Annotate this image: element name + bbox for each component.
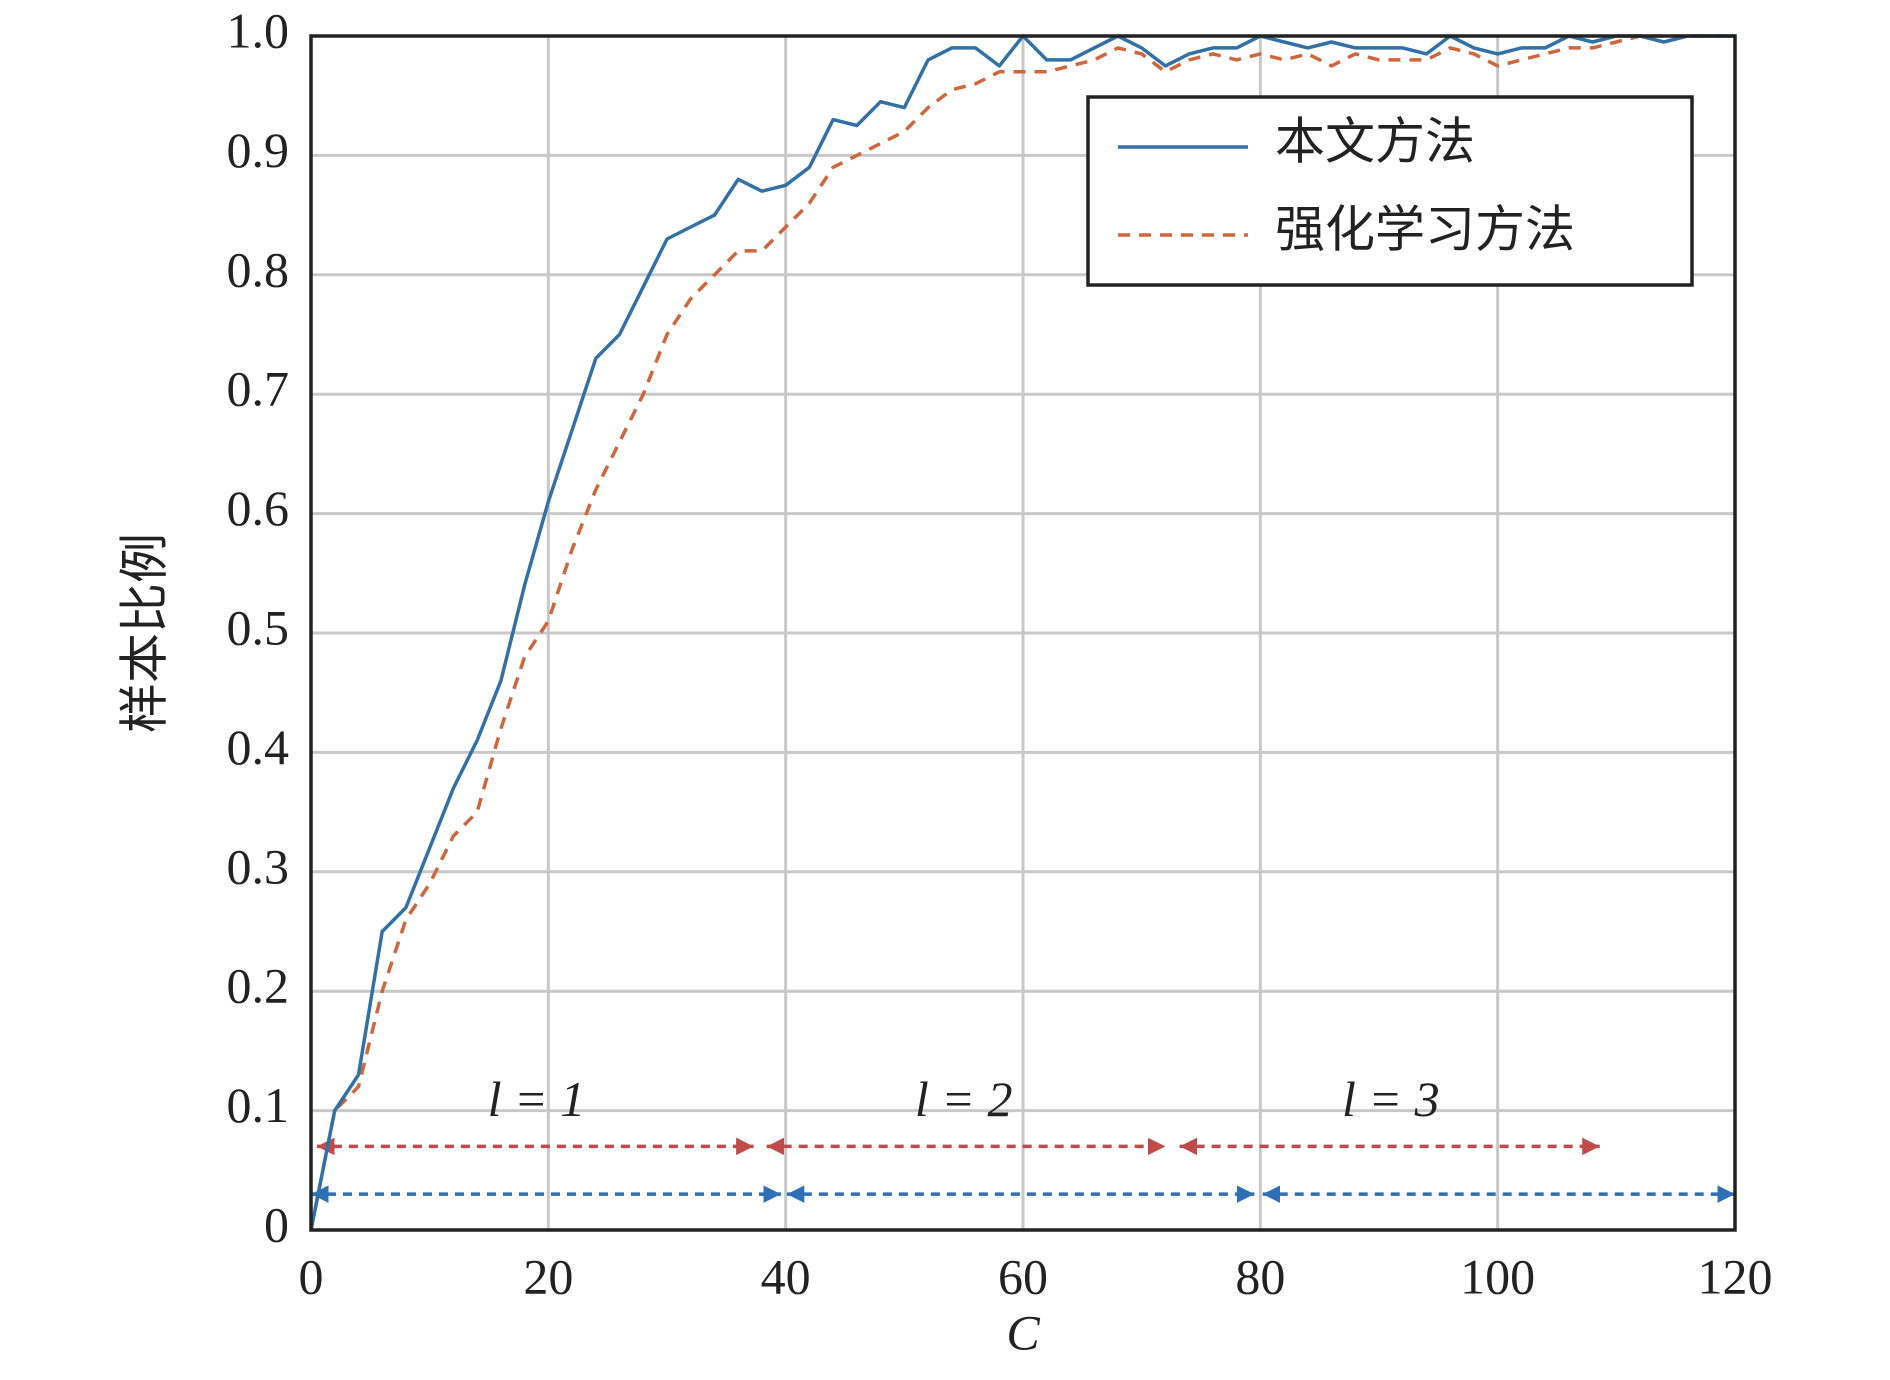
legend-label: 本文方法 xyxy=(1275,113,1475,169)
x-tick-label: 120 xyxy=(1698,1248,1773,1304)
plot-frame xyxy=(309,34,1737,1232)
y-tick-label: 0.3 xyxy=(227,838,290,894)
legend-label: 强化学习方法 xyxy=(1275,201,1575,257)
y-tick-label: 0.7 xyxy=(227,361,290,417)
legend-box xyxy=(1086,95,1694,287)
x-tick-label: 20 xyxy=(523,1248,573,1304)
series-line xyxy=(309,34,1735,1231)
x-tick-label: 100 xyxy=(1460,1248,1535,1304)
y-tick-label: 0.6 xyxy=(227,480,290,536)
y-tick-label: 0 xyxy=(264,1196,289,1252)
y-tick-label: 0.1 xyxy=(227,1077,290,1133)
y-tick-label: 0.5 xyxy=(227,599,290,655)
y-tick-label: 0.2 xyxy=(227,958,290,1014)
y-tick-label: 0.9 xyxy=(227,122,290,178)
x-tick-label: 80 xyxy=(1235,1248,1285,1304)
y-tick-label: 0.8 xyxy=(227,241,290,297)
level-label: l = 3 xyxy=(1342,1071,1440,1127)
y-tick-label: 0.4 xyxy=(227,719,290,775)
y-axis-title: 样本比例 xyxy=(116,533,172,733)
level-label: l = 2 xyxy=(915,1071,1013,1127)
x-axis-title: C xyxy=(1006,1304,1040,1360)
level-label: l = 1 xyxy=(488,1071,586,1127)
x-tick-label: 60 xyxy=(998,1248,1048,1304)
x-tick-label: 40 xyxy=(761,1248,811,1304)
x-tick-label: 0 xyxy=(299,1248,324,1304)
y-tick-label: 1.0 xyxy=(227,2,290,58)
